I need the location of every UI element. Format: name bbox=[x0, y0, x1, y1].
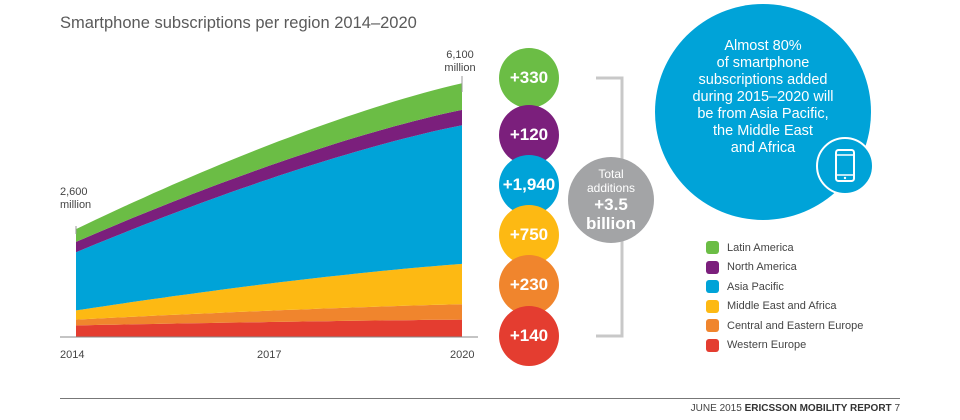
callout-text: Almost 80% of smartphone subscriptions a… bbox=[673, 38, 853, 157]
footer: JUNE 2015 ERICSSON MOBILITY REPORT 7 bbox=[691, 403, 900, 414]
start-unit: million bbox=[60, 199, 92, 211]
total-line4: billion bbox=[585, 214, 637, 233]
chart-areas bbox=[76, 83, 462, 337]
start-annotation: 2,600 million bbox=[60, 186, 91, 212]
legend-swatch bbox=[706, 280, 719, 294]
total-line2: additions bbox=[586, 181, 636, 195]
bubble-western-europe: +140 bbox=[499, 306, 559, 366]
legend-label: Asia Pacific bbox=[727, 280, 784, 293]
legend-swatch bbox=[706, 260, 719, 274]
legend-label: North America bbox=[727, 261, 797, 274]
legend-swatch bbox=[706, 299, 719, 313]
legend-item: Middle East and Africa bbox=[706, 297, 863, 317]
footer-page: 7 bbox=[894, 403, 900, 414]
legend-label: Western Europe bbox=[727, 339, 807, 352]
legend-item: Latin America bbox=[706, 238, 863, 258]
start-value: 2,600 bbox=[60, 186, 88, 198]
callout-line: the Middle East bbox=[713, 123, 813, 139]
legend-swatch bbox=[706, 319, 719, 333]
legend-label: Central and Eastern Europe bbox=[727, 319, 864, 332]
area-series-north-america bbox=[76, 109, 462, 253]
total-line1: Total bbox=[598, 167, 624, 181]
x-tick-2020: 2020 bbox=[450, 349, 475, 361]
footer-date: JUNE 2015 bbox=[690, 403, 742, 414]
bubble-central-eastern-europe: +230 bbox=[499, 255, 559, 315]
chart-title: Smartphone subscriptions per region 2014… bbox=[60, 14, 417, 32]
callout-line: and Africa bbox=[730, 140, 796, 156]
bubble-latin-america: +330 bbox=[499, 48, 559, 108]
end-unit: million bbox=[444, 62, 476, 74]
legend-item: North America bbox=[706, 258, 863, 278]
bubble-middle-east-africa: +750 bbox=[499, 205, 559, 265]
area-series-central-and-eastern-europe bbox=[76, 304, 462, 326]
x-tick-2014: 2014 bbox=[60, 349, 85, 361]
legend-item: Western Europe bbox=[706, 336, 863, 356]
callout-line: be from Asia Pacific, bbox=[697, 106, 829, 122]
callout-line: subscriptions added bbox=[698, 72, 828, 88]
x-tick-2017: 2017 bbox=[257, 349, 282, 361]
area-series-latin-america bbox=[76, 83, 462, 242]
legend-label: Latin America bbox=[727, 241, 794, 254]
callout-line: of smartphone bbox=[716, 55, 810, 71]
area-series-middle-east-and-africa bbox=[76, 263, 462, 320]
area-series-asia-pacific bbox=[76, 125, 462, 311]
legend-item: Central and Eastern Europe bbox=[706, 316, 863, 336]
total-additions-badge: Total additions +3.5 billion bbox=[568, 157, 654, 243]
legend: Latin America North America Asia Pacific… bbox=[706, 238, 863, 355]
end-value: 6,100 bbox=[446, 49, 474, 61]
total-line3: +3.5 bbox=[594, 195, 628, 214]
legend-swatch bbox=[706, 338, 719, 352]
smartphone-icon bbox=[816, 137, 874, 195]
end-annotation: 6,100 million bbox=[432, 49, 488, 75]
footer-report: ERICSSON MOBILITY REPORT bbox=[744, 403, 892, 414]
legend-item: Asia Pacific bbox=[706, 277, 863, 297]
area-series-western-europe bbox=[76, 319, 462, 337]
footer-divider bbox=[60, 398, 900, 399]
legend-label: Middle East and Africa bbox=[727, 300, 837, 313]
legend-swatch bbox=[706, 241, 719, 255]
callout-line: Almost 80% bbox=[724, 38, 802, 54]
callout-line: during 2015–2020 will bbox=[692, 89, 834, 105]
